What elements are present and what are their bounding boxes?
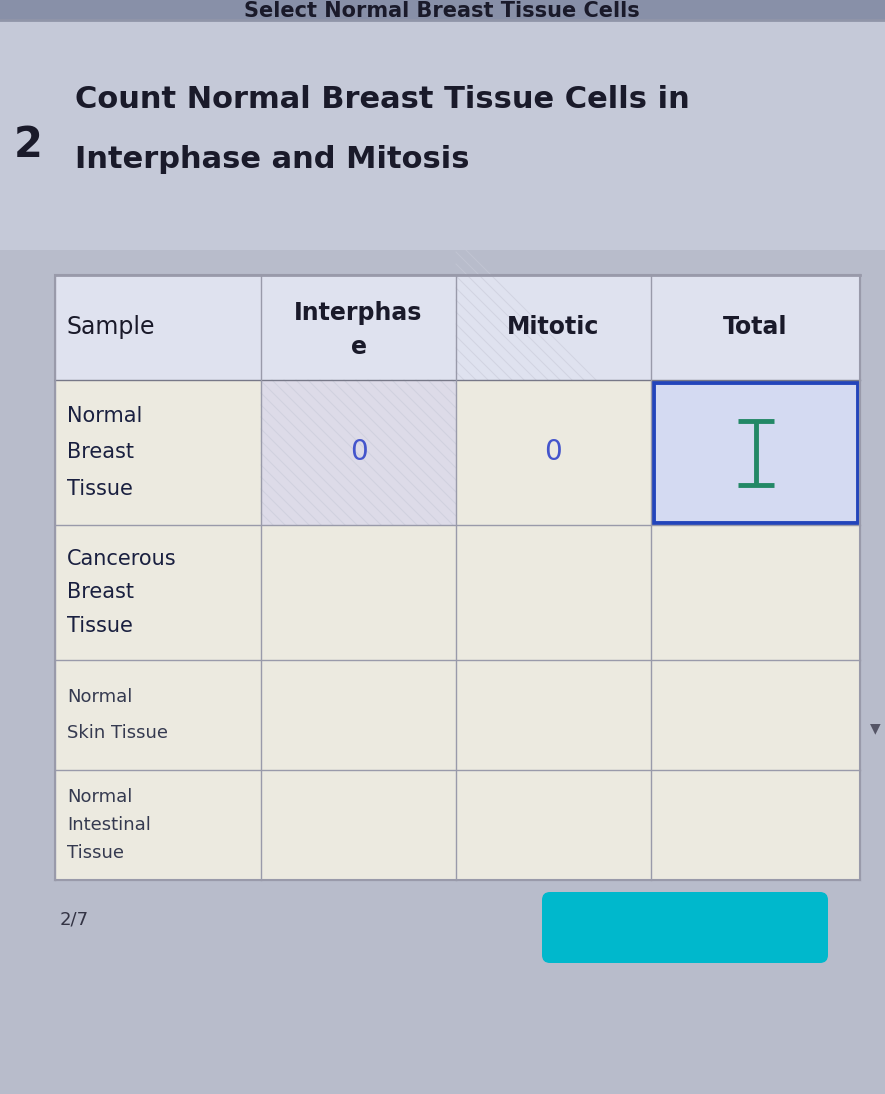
- Bar: [55, 525, 860, 660]
- Text: Normal: Normal: [67, 688, 133, 706]
- Text: Tissue: Tissue: [67, 479, 133, 499]
- Text: Interphase and Mitosis: Interphase and Mitosis: [75, 146, 470, 175]
- Text: Sample: Sample: [67, 315, 156, 339]
- Text: Intestinal: Intestinal: [67, 816, 150, 834]
- Text: Total: Total: [723, 315, 788, 339]
- Text: Tissue: Tissue: [67, 843, 124, 861]
- Bar: [55, 660, 860, 770]
- Bar: [0, 0, 885, 20]
- Bar: [0, 20, 885, 251]
- Bar: [55, 380, 860, 525]
- Text: 0: 0: [544, 439, 562, 466]
- Bar: [653, 382, 858, 523]
- Bar: [261, 380, 456, 525]
- Text: Breast: Breast: [67, 582, 134, 603]
- Bar: [55, 275, 860, 380]
- Text: Normal: Normal: [67, 406, 142, 427]
- Text: 0: 0: [350, 439, 367, 466]
- Text: Mitotic: Mitotic: [507, 315, 600, 339]
- Text: e: e: [350, 335, 366, 359]
- Text: 2: 2: [13, 124, 42, 166]
- FancyBboxPatch shape: [542, 892, 828, 963]
- Bar: [55, 770, 860, 880]
- Text: Breast: Breast: [67, 442, 134, 463]
- Text: 2/7: 2/7: [60, 911, 89, 929]
- Text: Tissue: Tissue: [67, 616, 133, 637]
- Text: Select Normal Breast Tissue Cells: Select Normal Breast Tissue Cells: [244, 1, 640, 21]
- Text: Skin Tissue: Skin Tissue: [67, 724, 168, 743]
- Text: Normal: Normal: [67, 789, 133, 806]
- Text: Cancerous: Cancerous: [67, 549, 177, 569]
- Bar: [55, 275, 860, 880]
- Text: Interphas: Interphas: [295, 301, 423, 325]
- Text: Count Normal Breast Tissue Cells in: Count Normal Breast Tissue Cells in: [75, 85, 689, 115]
- Text: ▼: ▼: [870, 722, 881, 736]
